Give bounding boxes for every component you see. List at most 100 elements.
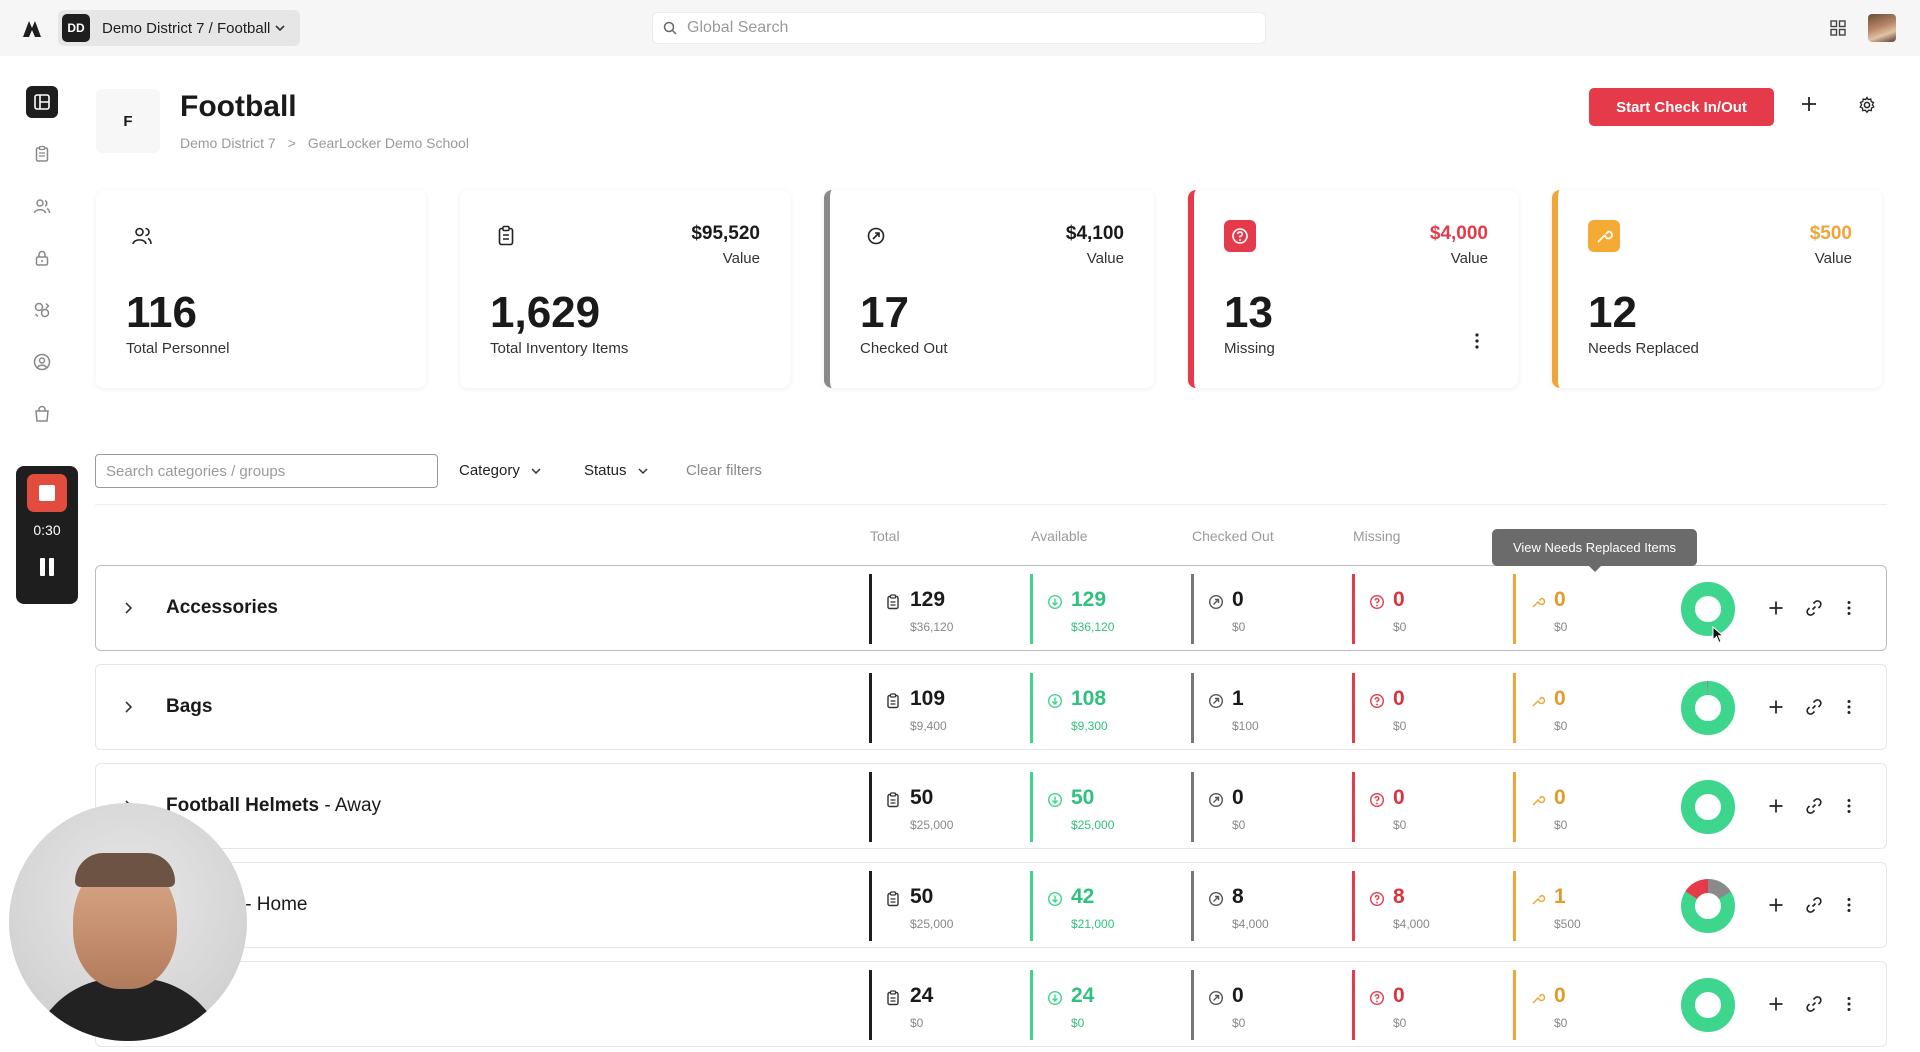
more-vertical-icon[interactable] — [1846, 897, 1852, 913]
workspace-switcher[interactable]: DD Demo District 7 / Football — [58, 10, 300, 46]
link-icon[interactable] — [1805, 599, 1823, 617]
stat-value: $500 — [1809, 223, 1852, 244]
breadcrumb-district[interactable]: Demo District 7 — [180, 135, 276, 151]
add-icon[interactable] — [1768, 798, 1784, 814]
row-missing-count: 0 — [1393, 588, 1405, 611]
stat-card-missing[interactable]: $4,000 Value 13 Missing — [1188, 190, 1518, 388]
stat-value-label: Value — [722, 250, 760, 267]
row-needs-replaced[interactable]: 1 $500 — [1513, 871, 1581, 941]
row-checked-out-count: 8 — [1232, 885, 1244, 908]
sidebar-item-personnel[interactable] — [26, 190, 58, 222]
add-icon[interactable] — [1800, 95, 1818, 113]
table-row[interactable]: Football Helmets - Away 50 $25,000 50 $25,00… — [95, 763, 1887, 849]
row-needs-replaced[interactable]: 0 $0 — [1513, 574, 1567, 644]
sidebar-item-account[interactable] — [26, 346, 58, 378]
row-available[interactable]: 108 $9,300 — [1030, 673, 1108, 743]
shopping-bag-icon — [35, 405, 49, 422]
user-avatar[interactable] — [1868, 14, 1896, 42]
sidebar-item-store[interactable] — [26, 398, 58, 430]
sidebar-item-transfers[interactable] — [26, 294, 58, 326]
row-missing[interactable]: 0 $0 — [1352, 673, 1406, 743]
row-needs-replaced[interactable]: 0 $0 — [1513, 673, 1567, 743]
row-available[interactable]: 42 $21,000 — [1030, 871, 1114, 941]
table-row[interactable]: Accessories 129 $36,120 129 $36,120 0 $0 0 $0 0 $0 — [95, 565, 1887, 651]
status-donut-chart[interactable] — [1681, 582, 1735, 636]
more-vertical-icon[interactable] — [1846, 600, 1852, 616]
start-check-in-out-button[interactable]: Start Check In/Out — [1589, 88, 1774, 126]
row-total-count: 50 — [910, 885, 934, 908]
row-category-name[interactable]: Bags — [166, 696, 212, 718]
chevron-right-icon[interactable] — [122, 601, 134, 615]
add-icon[interactable] — [1768, 996, 1784, 1012]
wrench-icon — [1530, 891, 1546, 907]
row-total[interactable]: 24 $0 — [869, 970, 933, 1040]
sidebar-item-dashboard[interactable] — [26, 86, 58, 118]
row-checked-out[interactable]: 1 $100 — [1191, 673, 1259, 743]
status-dropdown[interactable]: Status — [584, 462, 649, 479]
stat-card-needs-replaced[interactable]: $500 Value 12 Needs Replaced — [1552, 190, 1882, 388]
add-icon[interactable] — [1768, 600, 1784, 616]
row-missing[interactable]: 0 $0 — [1352, 970, 1406, 1040]
row-missing[interactable]: 8 $4,000 — [1352, 871, 1430, 941]
table-row[interactable]: Bags 109 $9,400 108 $9,300 1 $100 0 $0 0 $0 — [95, 664, 1887, 750]
row-available[interactable]: 50 $25,000 — [1030, 772, 1114, 842]
stat-card-inventory[interactable]: $95,520 Value 1,629 Total Inventory Item… — [460, 190, 790, 388]
category-search-input[interactable] — [95, 454, 438, 488]
status-donut-chart[interactable] — [1681, 879, 1735, 933]
row-checked-out[interactable]: 0 $0 — [1191, 970, 1245, 1040]
link-icon[interactable] — [1805, 995, 1823, 1013]
chevron-right-icon[interactable] — [122, 700, 134, 714]
app-logo-icon[interactable] — [20, 16, 44, 40]
table-row[interactable]: es24$024$00$00$00$0 — [95, 961, 1887, 1047]
global-search[interactable] — [652, 12, 1266, 44]
link-icon[interactable] — [1805, 896, 1823, 914]
row-category-title: Bags — [166, 696, 213, 717]
row-checked-out[interactable]: 0 $0 — [1191, 772, 1245, 842]
row-missing[interactable]: 0 $0 — [1352, 574, 1406, 644]
status-donut-chart[interactable] — [1681, 780, 1735, 834]
add-icon[interactable] — [1768, 699, 1784, 715]
status-donut-chart[interactable] — [1681, 681, 1735, 735]
row-checked-out[interactable]: 0 $0 — [1191, 574, 1245, 644]
gear-icon[interactable] — [1858, 96, 1876, 114]
more-vertical-icon[interactable] — [1846, 996, 1852, 1012]
more-vertical-icon[interactable] — [1846, 699, 1852, 715]
row-category-name[interactable]: Football Helmets - Away — [166, 795, 381, 817]
status-donut-chart[interactable] — [1681, 978, 1735, 1032]
webcam-overlay — [9, 803, 247, 1041]
row-total[interactable]: 50 $25,000 — [869, 871, 953, 941]
link-icon[interactable] — [1805, 797, 1823, 815]
row-needs-replaced-count: 0 — [1554, 984, 1566, 1007]
add-icon[interactable] — [1768, 897, 1784, 913]
wrench-icon — [1530, 693, 1546, 709]
breadcrumb-school[interactable]: GearLocker Demo School — [307, 135, 469, 151]
link-icon[interactable] — [1805, 698, 1823, 716]
row-category-name[interactable]: Accessories — [166, 597, 278, 619]
more-vertical-icon[interactable] — [1846, 798, 1852, 814]
row-total[interactable]: 50 $25,000 — [869, 772, 953, 842]
clear-filters-link[interactable]: Clear filters — [686, 462, 762, 479]
row-needs-replaced[interactable]: 0 $0 — [1513, 970, 1567, 1040]
stat-card-personnel[interactable]: 116 Total Personnel — [96, 190, 426, 388]
category-dropdown[interactable]: Category — [459, 462, 542, 479]
apps-grid-icon[interactable] — [1830, 20, 1846, 36]
row-available[interactable]: 24 $0 — [1030, 970, 1094, 1040]
stat-label: Needs Replaced — [1588, 340, 1699, 357]
row-checked-out[interactable]: 8 $4,000 — [1191, 871, 1269, 941]
more-vertical-icon[interactable] — [1474, 332, 1480, 350]
sidebar-item-lockers[interactable] — [26, 242, 58, 274]
lock-icon — [35, 250, 49, 266]
table-row[interactable]: Helmets - Home50$25,00042$21,0008$4,0008… — [95, 862, 1887, 948]
screen-recorder-widget: 0:30 — [16, 466, 78, 604]
sidebar-item-inventory[interactable] — [26, 138, 58, 170]
row-total[interactable]: 109 $9,400 — [869, 673, 947, 743]
row-missing[interactable]: 0 $0 — [1352, 772, 1406, 842]
stat-card-checked-out[interactable]: $4,100 Value 17 Checked Out — [824, 190, 1154, 388]
pause-icon[interactable] — [40, 558, 54, 576]
row-needs-replaced[interactable]: 0 $0 — [1513, 772, 1567, 842]
row-available[interactable]: 129 $36,120 — [1030, 574, 1114, 644]
row-total[interactable]: 129 $36,120 — [869, 574, 953, 644]
category-dropdown-label: Category — [459, 462, 520, 479]
global-search-input[interactable] — [687, 19, 1247, 37]
stop-recording-button[interactable] — [27, 474, 67, 512]
